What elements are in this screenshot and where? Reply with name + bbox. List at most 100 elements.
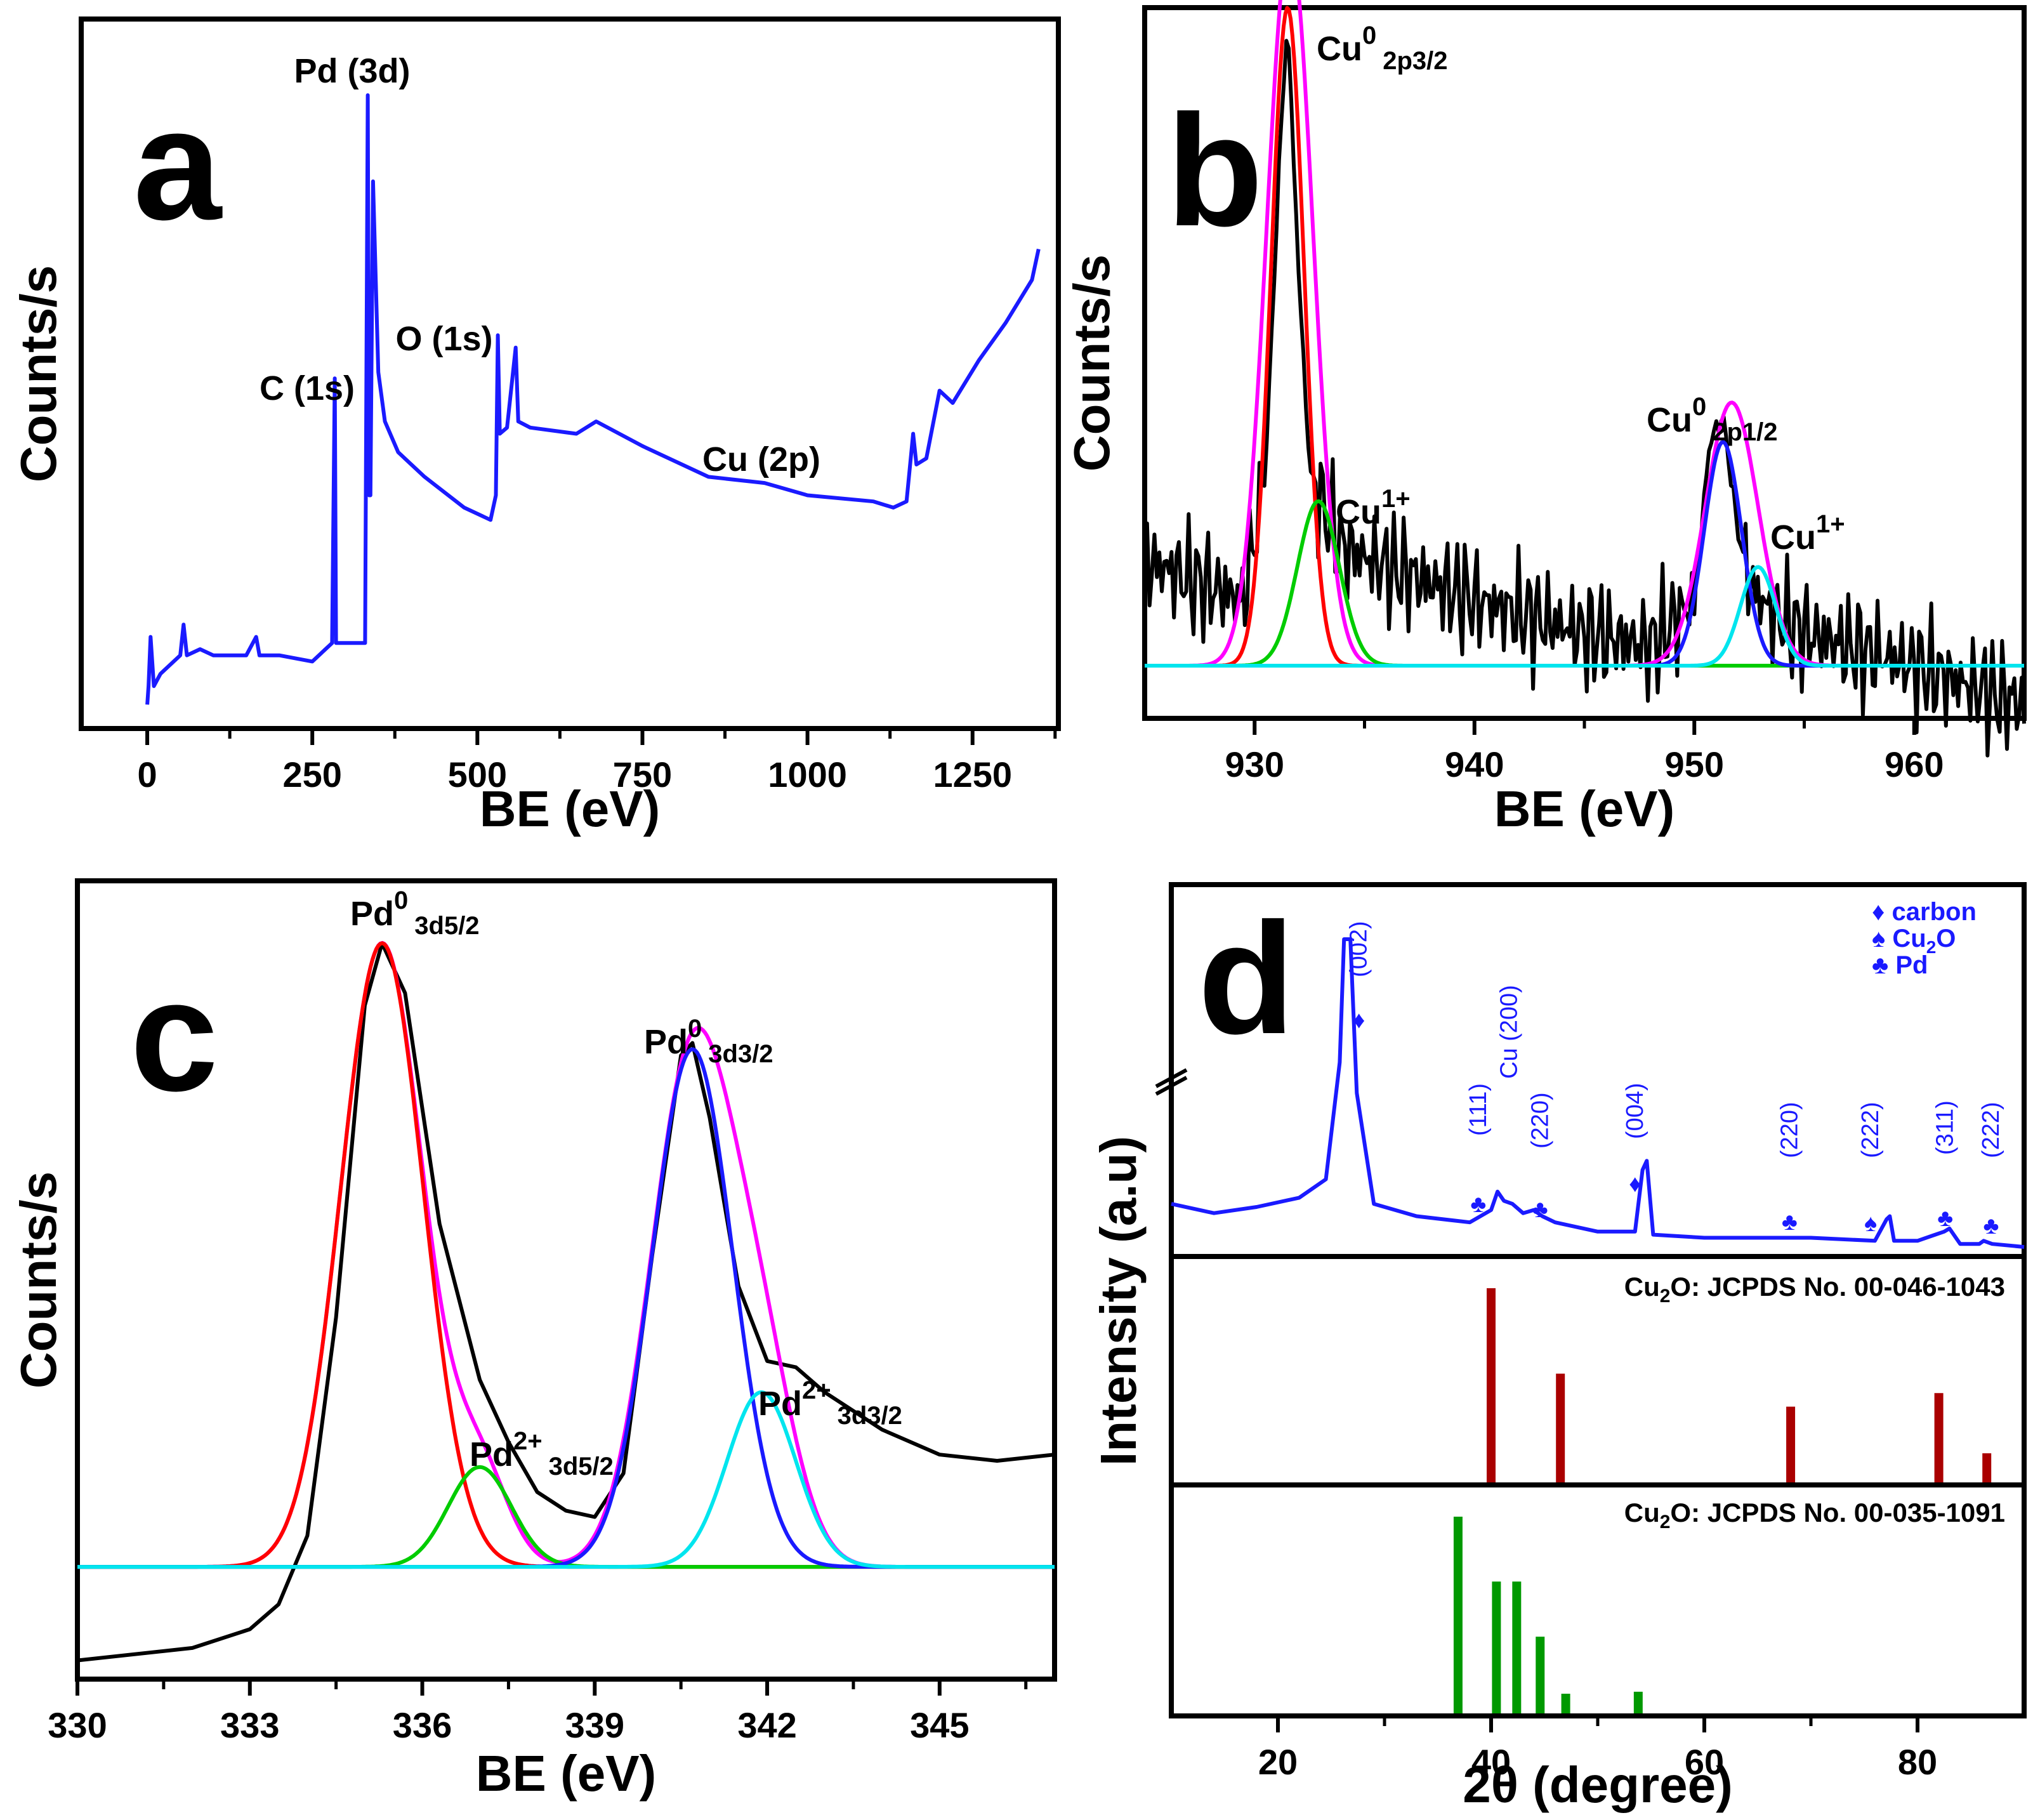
panel-label: a xyxy=(133,76,223,253)
peak-annotation: Cu1+ xyxy=(1336,485,1411,531)
series-cu0-2p3-2 xyxy=(1144,6,2025,668)
reference-label-text2: O: JCPDS No. 00-046-1043 xyxy=(1670,1272,2005,1302)
legend-label: carbon xyxy=(1892,898,1977,926)
peak-index-label: (002) xyxy=(1346,921,1372,977)
legend-symbol: ♠ xyxy=(1872,925,1892,953)
peak-annotation-sup: 2+ xyxy=(802,1376,831,1404)
y-axis-label: Intensity (a.u) xyxy=(1090,1136,1147,1466)
phase-marker: ♣ xyxy=(1532,1196,1548,1223)
peak-annotation-text: Cu xyxy=(1336,493,1381,531)
peak-annotation: Pd2+3d5/2 xyxy=(470,1427,614,1480)
reference-label-text: Cu xyxy=(1624,1498,1660,1527)
series-pd0-3d3-2 xyxy=(77,1047,1055,1569)
x-axis-label: BE (eV) xyxy=(1494,781,1675,837)
x-tick-label: 940 xyxy=(1445,744,1504,784)
peak-index-label: (311) xyxy=(1932,1100,1959,1155)
x-tick-label: 1000 xyxy=(768,755,847,795)
axes-a-frame xyxy=(79,16,1061,731)
peak-annotation-sup: 1+ xyxy=(1381,485,1411,513)
peak-annotation-sup: 0 xyxy=(688,1015,702,1043)
peak-annotation-text: Pd xyxy=(644,1023,688,1061)
phase-marker: ♣ xyxy=(1782,1209,1798,1236)
x-tick-label: 339 xyxy=(565,1705,624,1745)
peak-annotation: Cu0 2p3/2 xyxy=(1317,22,1448,75)
x-tick-label: 60 xyxy=(1685,1742,1724,1782)
y-axis-label: Counts/s xyxy=(1063,254,1120,471)
peak-index-label: (222) xyxy=(1978,1102,2004,1158)
peak-annotation-text: Cu xyxy=(1770,518,1816,557)
peak-annotation-sup: 0 xyxy=(394,887,408,914)
series-fit-envelope xyxy=(1144,0,2025,668)
x-tick-label: 342 xyxy=(737,1705,796,1745)
x-tick-label: 0 xyxy=(137,755,157,795)
legend-entry: ♦ carbon xyxy=(1872,898,1977,926)
peak-annotation-sub: 2p1/2 xyxy=(1713,418,1777,446)
x-tick-label: 345 xyxy=(910,1705,969,1745)
reference-label-text: Cu xyxy=(1624,1272,1660,1302)
x-tick-label: 500 xyxy=(448,755,507,795)
peak-annotation: Cu (2p) xyxy=(702,440,820,478)
x-tick-label: 930 xyxy=(1225,744,1284,784)
peak-annotation-text: Cu xyxy=(1647,401,1692,439)
series-pd2-3d3-2 xyxy=(77,1390,1055,1569)
peak-annotation: Pd2+3d3/2 xyxy=(758,1376,902,1430)
phase-marker: ♣ xyxy=(1983,1213,1999,1239)
peak-index-label: (222) xyxy=(1857,1102,1884,1158)
x-tick-label: 80 xyxy=(1898,1742,1937,1782)
legend-label: Cu xyxy=(1892,925,1926,953)
axis-break-mark xyxy=(1155,1076,1188,1096)
peak-annotation: Cu02p1/2 xyxy=(1647,393,1778,446)
series-pd2-3d5-2 xyxy=(77,1465,1055,1569)
x-tick-label: 330 xyxy=(48,1705,107,1745)
peak-index-label: (004) xyxy=(1622,1083,1648,1139)
x-tick-label: 40 xyxy=(1471,1742,1511,1782)
phase-marker: ♦ xyxy=(1629,1171,1641,1197)
panel-label: d xyxy=(1198,890,1295,1067)
reference-label-sub: 2 xyxy=(1660,1286,1671,1307)
phase-marker: ♦ xyxy=(1353,1007,1365,1034)
peak-annotation-sub: 3d3/2 xyxy=(708,1040,773,1068)
peak-index-label: (220) xyxy=(1527,1092,1553,1149)
peak-annotation: O (1s) xyxy=(395,320,492,358)
peak-annotation-sub: 3d3/2 xyxy=(838,1402,902,1430)
x-tick-label: 336 xyxy=(393,1705,452,1745)
y-axis-label: Counts/s xyxy=(10,265,67,482)
peak-annotation-sub: 3d5/2 xyxy=(549,1453,614,1480)
peak-index-label: Cu (200) xyxy=(1496,985,1523,1079)
legend-symbol: ♣ xyxy=(1872,951,1895,979)
peak-annotation: C (1s) xyxy=(260,369,355,407)
peak-index-label: (220) xyxy=(1776,1102,1803,1158)
legend-label2: O xyxy=(1936,925,1956,953)
x-tick-label: 250 xyxy=(282,755,341,795)
peak-annotation: Pd03d5/2 xyxy=(350,887,480,940)
axes-c-frame xyxy=(75,878,1057,1682)
reference-label: Cu2O: JCPDS No. 00-035-1091 xyxy=(1624,1498,2005,1533)
phase-marker: ♣ xyxy=(1937,1205,1953,1232)
legend-sub: 2 xyxy=(1926,937,1937,957)
legend-label: Pd xyxy=(1895,951,1928,979)
series-survey xyxy=(145,93,1041,705)
peak-annotation: Pd (3d) xyxy=(294,52,411,90)
peak-annotation-sup: 1+ xyxy=(1816,510,1845,538)
peak-annotation-sub: 2p3/2 xyxy=(1383,47,1447,75)
peak-annotation: Cu1+ xyxy=(1770,510,1845,557)
legend-entry: ♠ Cu2O xyxy=(1872,925,1956,957)
x-tick-label: 950 xyxy=(1665,744,1724,784)
x-tick-label: 333 xyxy=(220,1705,279,1745)
x-tick-label: 750 xyxy=(613,755,672,795)
peak-annotation-sup: 0 xyxy=(1362,22,1376,49)
legend-entry: ♣ Pd xyxy=(1872,951,1928,979)
panel-label: c xyxy=(130,947,218,1124)
phase-marker: ♣ xyxy=(1470,1191,1486,1218)
peak-annotation-sup: 2+ xyxy=(513,1427,543,1455)
panel-a: 0 250 500 750 1000 1250 BE (eV) Counts/s a Pd (3d… xyxy=(10,16,1061,837)
panel-d: (002)♦(111)♣Cu (200)(220)♣(004)♦(220)♣(2… xyxy=(1090,882,2027,1813)
legend-symbol: ♦ xyxy=(1872,898,1892,926)
panel-label: b xyxy=(1166,82,1263,259)
axis-break-mark xyxy=(1155,1068,1188,1088)
x-axis-label: BE (eV) xyxy=(476,1745,657,1802)
series-xrd-pattern xyxy=(1171,937,2025,1249)
